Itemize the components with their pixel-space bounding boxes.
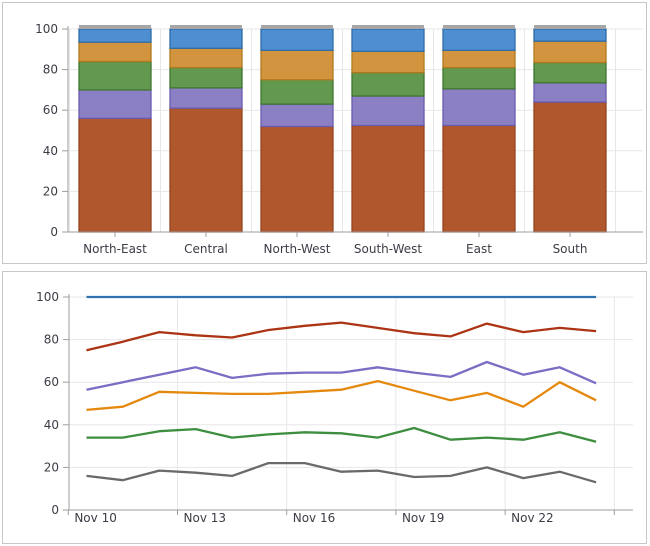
bar-segment-orange[interactable] xyxy=(533,40,607,64)
y-axis-label: 40 xyxy=(43,144,58,158)
bar-segment-rust[interactable] xyxy=(260,125,334,233)
bar-top-cap xyxy=(79,25,151,29)
bar-top-cap xyxy=(443,25,515,29)
bar-segment-green[interactable] xyxy=(442,66,516,90)
x-axis-label: East xyxy=(466,242,492,256)
y-axis-label: 60 xyxy=(44,375,59,389)
bar-segment-orange[interactable] xyxy=(78,41,152,63)
bar-segment-green[interactable] xyxy=(169,66,243,89)
bar-segment-green[interactable] xyxy=(78,60,152,91)
y-axis-label: 20 xyxy=(43,184,58,198)
stacked-bar-chart-panel: North-East Central North-West South-West Eas… xyxy=(2,2,647,264)
bar-segment-orange[interactable] xyxy=(351,50,425,74)
bar-segment-blue[interactable] xyxy=(351,28,425,52)
x-axis-label: Nov 16 xyxy=(293,511,336,525)
x-axis-label: South-West xyxy=(354,242,423,256)
bar-segment-blue[interactable] xyxy=(169,28,243,49)
bar-segment-rust[interactable] xyxy=(351,124,425,233)
bar-segment-purple[interactable] xyxy=(78,89,152,119)
x-axis-label: Nov 19 xyxy=(402,511,445,525)
y-axis-label: 60 xyxy=(43,103,58,117)
y-axis-label: 80 xyxy=(43,63,58,77)
bar-segment-orange[interactable] xyxy=(169,47,243,69)
bar-segment-orange[interactable] xyxy=(260,49,334,81)
bar-segment-purple[interactable] xyxy=(260,103,334,128)
bar-segment-orange[interactable] xyxy=(442,49,516,69)
bar-segment-rust[interactable] xyxy=(442,124,516,233)
y-axis-label: 80 xyxy=(44,333,59,347)
bar-top-cap xyxy=(352,25,424,29)
bar-segment-rust[interactable] xyxy=(169,107,243,233)
bar-south xyxy=(533,25,607,233)
line-chart: Nov 10 Nov 13 Nov 16 Nov 19 Nov 22 0 20 40 60 80 1… xyxy=(36,290,633,525)
bar-segment-blue[interactable] xyxy=(442,28,516,51)
x-axis-label: North-East xyxy=(83,242,147,256)
bar-segment-blue[interactable] xyxy=(78,28,152,43)
y-axis-label: 40 xyxy=(44,418,59,432)
bar-central xyxy=(169,25,243,233)
line-series-orange[interactable] xyxy=(86,379,597,412)
bar-segment-rust[interactable] xyxy=(78,117,152,233)
bar-segment-blue[interactable] xyxy=(533,28,607,42)
bar-segment-green[interactable] xyxy=(351,71,425,97)
x-axis-label: Nov 22 xyxy=(511,511,554,525)
bar-south-west xyxy=(351,25,425,233)
x-axis-label: Nov 13 xyxy=(184,511,227,525)
line-series-green[interactable] xyxy=(86,426,597,443)
line-series-purple[interactable] xyxy=(86,360,597,391)
y-axis-label: 0 xyxy=(50,225,58,239)
bar-north-west xyxy=(260,25,334,233)
bar-segment-rust[interactable] xyxy=(533,101,607,233)
line-series-red[interactable] xyxy=(86,321,597,352)
bar-segment-purple[interactable] xyxy=(169,87,243,109)
bar-east xyxy=(442,25,516,233)
x-axis-label: Nov 10 xyxy=(74,511,117,525)
bar-segment-green[interactable] xyxy=(260,79,334,105)
stacked-bar-chart: North-East Central North-West South-West Eas… xyxy=(35,22,643,256)
x-axis-label: North-West xyxy=(264,242,331,256)
bar-top-cap xyxy=(261,25,333,29)
bar-segment-green[interactable] xyxy=(533,61,607,84)
bar-top-cap xyxy=(170,25,242,29)
bar-segment-purple[interactable] xyxy=(442,88,516,127)
bar-segment-purple[interactable] xyxy=(533,82,607,103)
x-axis-label: South xyxy=(553,242,588,256)
y-axis-label: 20 xyxy=(44,460,59,474)
line-series-gray[interactable] xyxy=(86,461,597,484)
y-axis-label: 0 xyxy=(51,503,59,517)
line-chart-panel: Nov 10 Nov 13 Nov 16 Nov 19 Nov 22 0 20 40 60 80 1… xyxy=(2,271,647,544)
y-axis-label: 100 xyxy=(35,22,58,36)
x-axis-label: Central xyxy=(184,242,228,256)
y-axis-label: 100 xyxy=(36,290,59,304)
bar-top-cap xyxy=(534,25,606,29)
bar-segment-blue[interactable] xyxy=(260,28,334,51)
bar-segment-purple[interactable] xyxy=(351,95,425,127)
bar-north-east xyxy=(78,25,152,233)
